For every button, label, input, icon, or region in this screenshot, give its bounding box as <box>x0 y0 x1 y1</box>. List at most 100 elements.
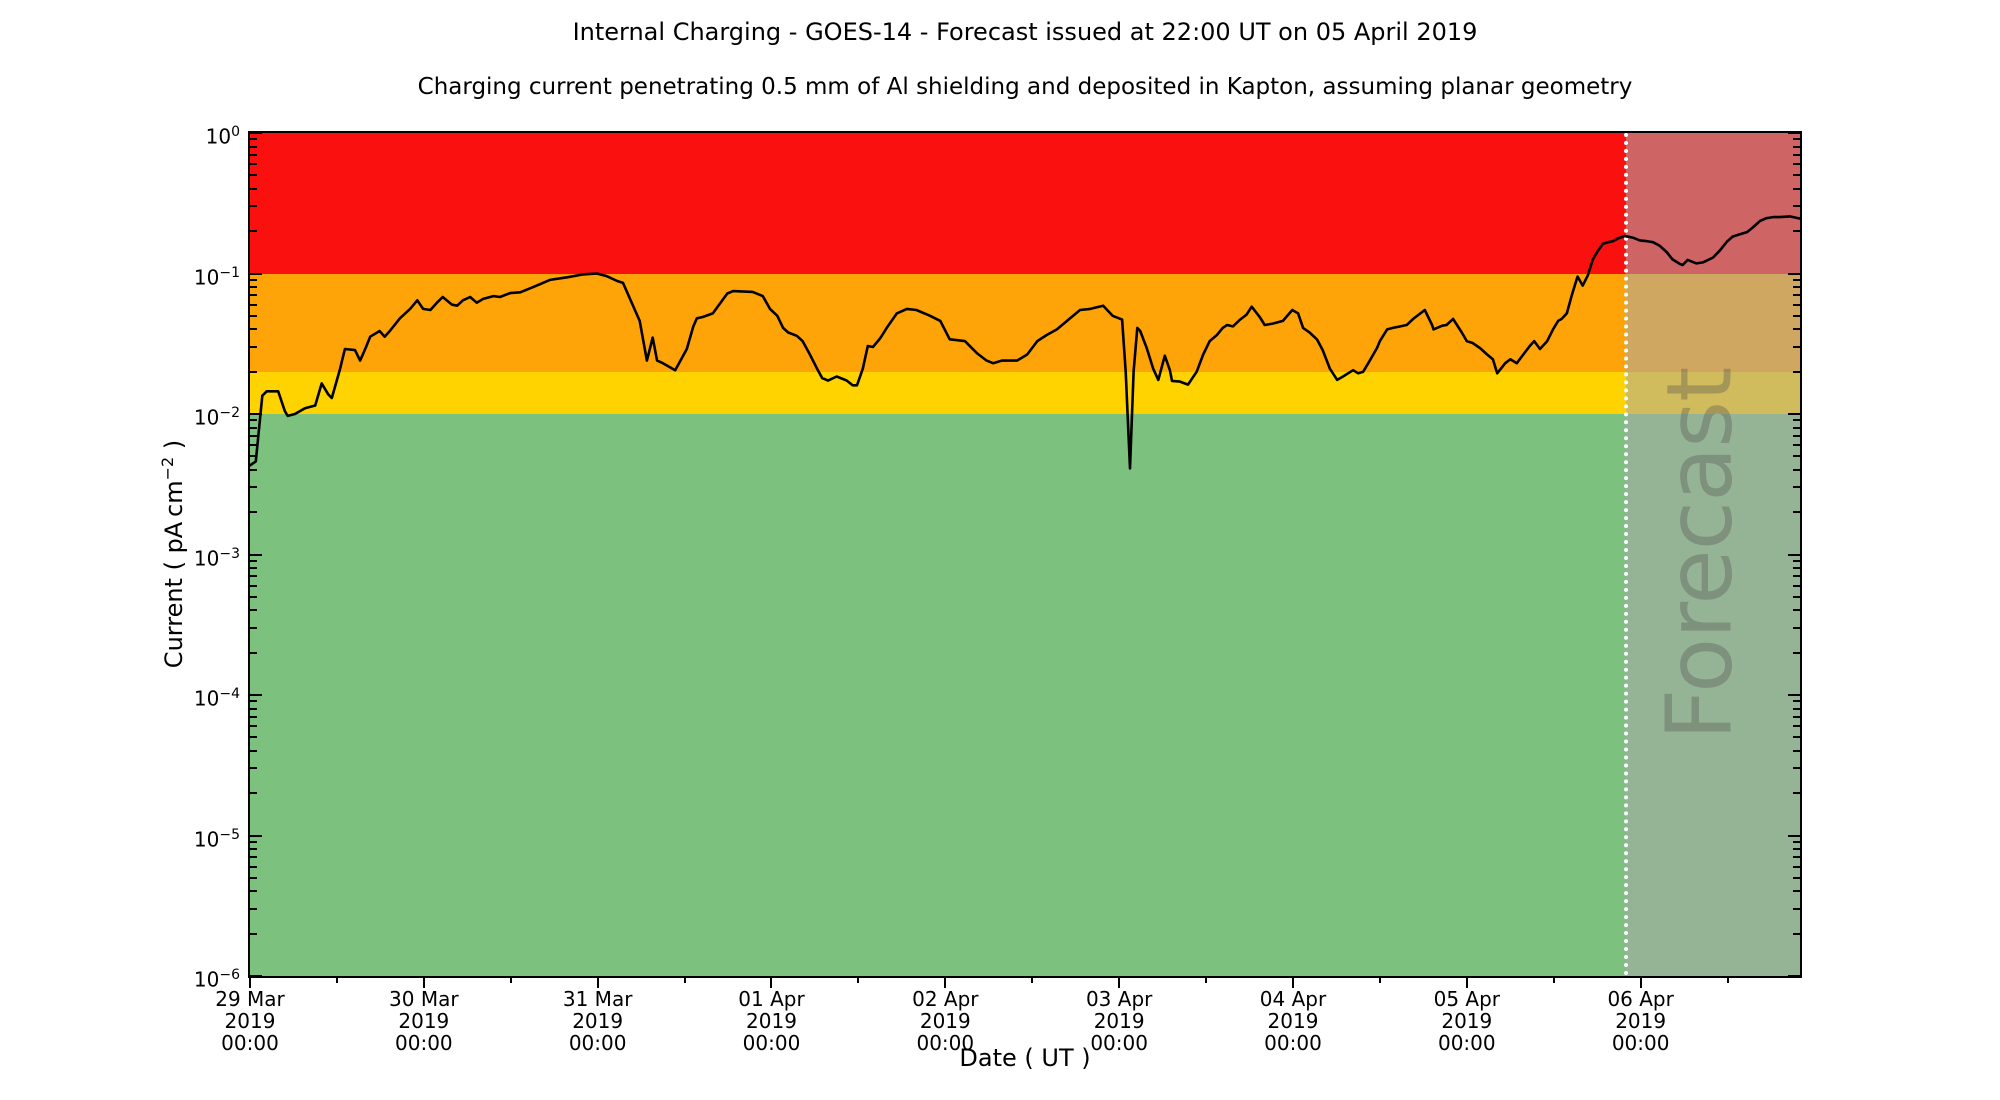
y-axis-title-exponent: −2 <box>158 456 177 481</box>
x-minor-tick <box>683 978 686 983</box>
y-minor-tick <box>1793 303 1800 306</box>
y-minor-tick <box>1793 707 1800 710</box>
x-minor-tick <box>1378 978 1381 983</box>
y-minor-tick <box>1793 792 1800 795</box>
y-minor-tick <box>1793 595 1800 598</box>
y-minor-tick <box>1793 890 1800 893</box>
y-minor-tick <box>1793 434 1800 437</box>
y-minor-tick <box>1793 163 1800 166</box>
y-minor-tick <box>250 715 257 718</box>
y-minor-tick <box>1793 840 1800 843</box>
x-tick-label: 31 Mar 2019 00:00 <box>562 987 633 1055</box>
y-major-tick <box>1788 272 1800 275</box>
y-minor-tick <box>1793 486 1800 489</box>
y-minor-tick <box>250 278 257 281</box>
y-minor-tick <box>250 345 257 348</box>
y-minor-tick <box>1793 468 1800 471</box>
y-minor-tick <box>250 584 257 587</box>
y-minor-tick <box>1793 426 1800 429</box>
y-axis-title: Current ( pA cm−2 ) <box>158 440 188 668</box>
band-yellow-alert <box>250 371 1800 414</box>
forecast-boundary-line <box>1624 133 1629 976</box>
y-tick-label: 10−5 <box>193 826 240 852</box>
x-tick-label: 02 Apr 2019 00:00 <box>912 987 979 1055</box>
x-major-tick <box>422 978 425 988</box>
y-minor-tick <box>250 314 257 317</box>
y-minor-tick <box>1793 575 1800 578</box>
y-minor-tick <box>1793 205 1800 208</box>
y-minor-tick <box>250 138 257 141</box>
y-major-tick <box>1788 413 1800 415</box>
x-minor-tick <box>1726 978 1729 983</box>
x-major-tick <box>770 978 773 988</box>
y-minor-tick <box>1793 419 1800 422</box>
y-minor-tick <box>250 426 257 429</box>
x-minor-tick <box>1205 978 1208 983</box>
y-major-tick <box>1788 553 1800 556</box>
y-minor-tick <box>1793 567 1800 570</box>
y-minor-tick <box>250 890 257 893</box>
y-minor-tick <box>250 840 257 843</box>
x-major-tick <box>944 978 947 988</box>
y-minor-tick <box>1793 865 1800 868</box>
x-major-tick <box>249 978 251 988</box>
x-minor-tick <box>509 978 512 983</box>
y-major-tick <box>250 272 262 275</box>
x-minor-tick <box>1552 978 1555 983</box>
x-tick-label: 03 Apr 2019 00:00 <box>1085 987 1153 1055</box>
y-minor-tick <box>250 286 257 289</box>
y-minor-tick <box>250 736 257 739</box>
y-minor-tick <box>1793 444 1800 447</box>
y-minor-tick <box>250 856 257 859</box>
y-minor-tick <box>1793 187 1800 190</box>
y-major-tick <box>250 975 262 977</box>
y-minor-tick <box>250 907 257 910</box>
x-axis-title: Date ( UT ) <box>959 1044 1091 1072</box>
y-minor-tick <box>1793 345 1800 348</box>
y-minor-tick <box>250 932 257 935</box>
y-minor-tick <box>250 294 257 297</box>
y-minor-tick <box>1793 294 1800 297</box>
x-tick-label: 06 Apr 2019 00:00 <box>1607 987 1674 1055</box>
y-minor-tick <box>250 792 257 795</box>
band-green-quiet <box>250 414 1800 976</box>
y-minor-tick <box>1793 314 1800 317</box>
y-minor-tick <box>1793 725 1800 728</box>
y-minor-tick <box>1793 328 1800 331</box>
chart-subtitle: Charging current penetrating 0.5 mm of A… <box>417 74 1633 100</box>
y-minor-tick <box>250 876 257 879</box>
x-major-tick <box>1639 978 1642 988</box>
y-minor-tick <box>1793 455 1800 458</box>
x-minor-tick <box>857 978 860 983</box>
charging-current-line-svg <box>250 215 1800 470</box>
y-major-tick <box>1788 694 1800 696</box>
y-major-tick <box>1788 132 1800 134</box>
y-minor-tick <box>250 707 257 710</box>
y-minor-tick <box>1793 559 1800 562</box>
y-minor-tick <box>1793 174 1800 177</box>
y-axis-title-suffix: ) <box>160 439 188 457</box>
y-minor-tick <box>1793 138 1800 141</box>
y-minor-tick <box>250 434 257 437</box>
x-tick-label: 05 Apr 2019 00:00 <box>1433 987 1501 1055</box>
y-minor-tick <box>250 205 257 208</box>
y-minor-tick <box>250 153 257 156</box>
y-major-tick <box>1788 975 1800 977</box>
y-minor-tick <box>1793 767 1800 770</box>
x-major-tick <box>1118 978 1121 988</box>
y-minor-tick <box>250 174 257 177</box>
y-major-tick <box>250 132 262 134</box>
y-minor-tick <box>250 865 257 868</box>
y-minor-tick <box>1793 626 1800 629</box>
y-minor-tick <box>1793 932 1800 935</box>
band-red-alert <box>250 133 1800 274</box>
y-minor-tick <box>1793 848 1800 851</box>
forecast-overlay <box>1626 133 1800 976</box>
plot-area: Forecast 100 10−1 10−2 10−3 10−4 10−5 10−6 29 … <box>194 124 1802 1054</box>
y-major-tick <box>250 553 262 556</box>
y-minor-tick <box>250 559 257 562</box>
y-minor-tick <box>250 749 257 752</box>
y-minor-tick <box>1793 609 1800 612</box>
y-minor-tick <box>250 848 257 851</box>
